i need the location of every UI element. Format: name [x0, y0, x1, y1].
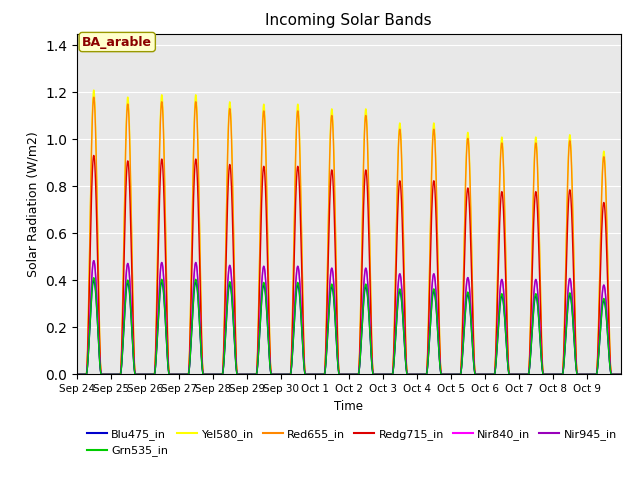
Title: Incoming Solar Bands: Incoming Solar Bands — [266, 13, 432, 28]
Y-axis label: Solar Radiation (W/m2): Solar Radiation (W/m2) — [26, 131, 40, 277]
X-axis label: Time: Time — [334, 400, 364, 413]
Text: BA_arable: BA_arable — [82, 36, 152, 48]
Legend: Blu475_in, Grn535_in, Yel580_in, Red655_in, Redg715_in, Nir840_in, Nir945_in: Blu475_in, Grn535_in, Yel580_in, Red655_… — [83, 425, 621, 461]
